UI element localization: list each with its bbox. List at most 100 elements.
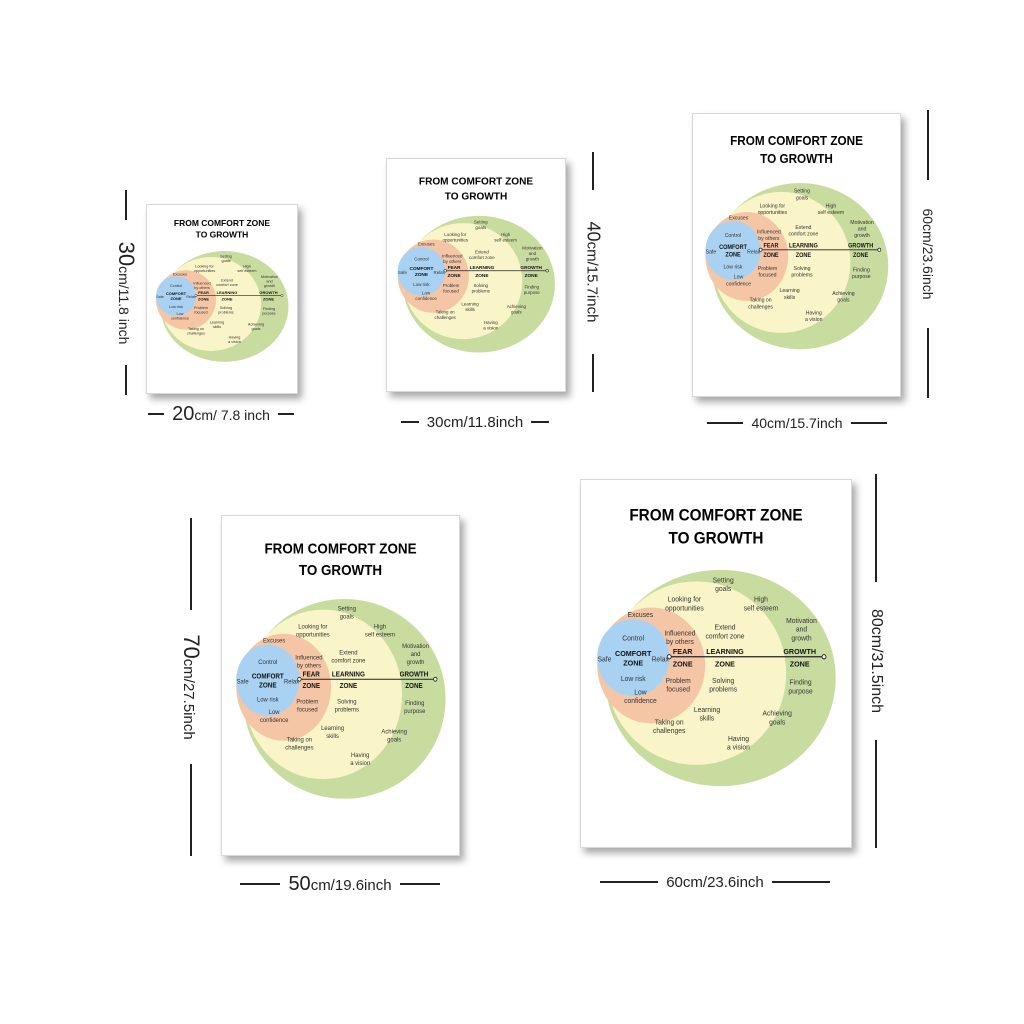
fear-item-influenced-1: Influenced <box>664 630 695 637</box>
growth-item-high-1: High <box>374 623 387 630</box>
fear-item-problem-2: focused <box>194 310 207 314</box>
poster-graphic: FROM COMFORT ZONE TO GROWTH Control COMF… <box>397 177 555 353</box>
poster-title-line1: FROM COMFORT ZONE <box>419 177 533 188</box>
fear-zone-label-1: FEAR <box>448 265 461 271</box>
poster-graphic: FROM COMFORT ZONE TO GROWTH Control COMF… <box>597 507 836 787</box>
growth-item-having-1: Having <box>806 310 822 316</box>
fear-item-excuses: Excuses <box>263 637 285 644</box>
learning-zone-label-1: LEARNING <box>789 243 818 249</box>
learning-item-looking-1: Looking for <box>668 597 702 604</box>
growth-item-motivation-2: and <box>266 280 272 284</box>
poster-size-60x80: FROM COMFORT ZONE TO GROWTH Control COMF… <box>580 479 852 848</box>
fear-item-excuses: Excuses <box>729 215 749 221</box>
learning-zone-label-1: LEARNING <box>470 265 495 271</box>
growth-item-achieving-1: Achieving <box>248 323 264 327</box>
growth-item-finding-1: Finding <box>524 284 539 289</box>
comfort-item-low-risk: Low risk <box>621 676 646 683</box>
learning-item-looking-2: opportunities <box>758 210 788 216</box>
fear-item-problem-1: Problem <box>194 306 208 310</box>
comfort-zone-label-1: COMFORT <box>615 649 652 658</box>
comfort-zone-area <box>156 276 196 316</box>
growth-zone-label-1: GROWTH <box>520 265 542 271</box>
height-rest: 80cm/31.5inch <box>868 608 885 714</box>
growth-item-achieving-1: Achieving <box>763 710 792 717</box>
learning-item-learning-2: skills <box>465 307 475 312</box>
learning-item-solving-1: Solving <box>712 678 734 685</box>
learning-item-learning-1: Learning <box>694 707 720 714</box>
height-dimension-40: 40cm/15.7inch <box>580 152 606 392</box>
growth-item-high-1: High <box>754 597 768 604</box>
growth-item-motivation-2: and <box>411 651 421 658</box>
growth-item-high-2: self esteem <box>365 631 395 638</box>
learning-item-taking-2: challenges <box>435 315 457 320</box>
width-rest: cm/19.6inch <box>310 876 392 894</box>
learning-item-solving-1: Solving <box>794 266 811 272</box>
learning-item-learning-1: Learning <box>461 301 479 306</box>
growth-item-motivation-1: Motivation <box>786 618 817 625</box>
comfort-item-control: Control <box>170 284 182 288</box>
poster-title-line1: FROM COMFORT ZONE <box>174 218 270 228</box>
growth-item-having-1: Having <box>351 752 370 759</box>
arrow-start-dot <box>758 247 763 252</box>
growth-item-finding-1: Finding <box>790 680 812 687</box>
fear-item-low-1: Low <box>269 709 280 716</box>
fear-item-problem-1: Problem <box>758 266 778 272</box>
learning-item-looking-1: Looking for <box>298 623 327 630</box>
fear-zone-label-1: FEAR <box>198 290 209 295</box>
height-dimension-80: 80cm/31.5inch <box>862 474 890 848</box>
growth-item-setting-1: Setting <box>794 189 810 195</box>
fear-item-influenced-2: by others <box>666 639 694 646</box>
width-dimension-40: 40cm/15.7inch <box>694 412 900 434</box>
learning-item-learning-1: Learning <box>321 725 344 732</box>
fear-item-problem-2: focused <box>297 706 318 713</box>
learning-item-taking-1: Taking on <box>750 298 772 304</box>
growth-item-setting-2: goals <box>715 586 732 593</box>
learning-item-looking-2: opportunities <box>443 237 469 242</box>
height-dimension-30: 30cm/11.8 inch <box>112 190 140 395</box>
comfort-item-low-risk: Low risk <box>169 305 183 309</box>
width-rest: 60cm/23.6inch <box>666 873 764 891</box>
poster-size-20x30: FROM COMFORT ZONE TO GROWTH Control COMF… <box>146 204 298 394</box>
learning-item-looking-1: Looking for <box>195 264 214 268</box>
fear-item-influenced-1: Influenced <box>295 654 323 661</box>
fear-item-influenced-1: Influenced <box>442 253 463 258</box>
growth-item-finding-2: purpose <box>788 688 812 695</box>
comfort-zone-label-2: ZONE <box>725 252 740 258</box>
growth-item-finding-1: Finding <box>263 307 275 311</box>
learning-item-extend-2: comfort zone <box>469 255 495 260</box>
growth-item-high-2: self esteem <box>818 210 845 216</box>
growth-item-high-2: self esteem <box>494 237 517 242</box>
poster-title-line1: FROM COMFORT ZONE <box>730 134 863 148</box>
comfort-zone-label-1: COMFORT <box>409 266 433 272</box>
growth-item-motivation-1: Motivation <box>850 220 874 226</box>
comfort-item-safe: Safe <box>398 270 408 275</box>
growth-item-achieving-2: goals <box>769 719 786 726</box>
learning-zone-label-1: LEARNING <box>332 671 365 678</box>
comfort-item-safe: Safe <box>236 678 249 685</box>
growth-item-having-2: a vision <box>805 317 823 323</box>
learning-item-looking-1: Looking for <box>760 203 786 209</box>
fear-zone-label-1: FEAR <box>303 671 320 678</box>
fear-zone-label-1: FEAR <box>673 647 693 656</box>
comfort-item-relax: Relax <box>652 656 670 663</box>
learning-item-learning-2: skills <box>784 295 795 301</box>
fear-item-low-2: confidence <box>415 296 437 301</box>
growth-item-motivation-1: Motivation <box>522 245 543 250</box>
growth-item-having-2: a vision <box>727 744 750 751</box>
fear-item-problem-2: focused <box>666 686 690 693</box>
fear-item-excuses: Excuses <box>418 242 436 247</box>
arrow-start-dot <box>297 676 302 682</box>
growth-item-setting-1: Setting <box>474 220 488 225</box>
comfort-item-safe: Safe <box>706 249 717 255</box>
fear-zone-label-2: ZONE <box>447 273 461 279</box>
fear-item-influenced-2: by others <box>194 286 210 290</box>
growth-item-high-1: High <box>243 264 251 268</box>
fear-item-low-2: confidence <box>726 281 751 287</box>
growth-item-high-2: self esteem <box>237 269 256 273</box>
learning-item-looking-1: Looking for <box>444 232 466 237</box>
growth-item-achieving-2: goals <box>837 298 850 304</box>
learning-item-extend-1: Extend <box>221 279 233 283</box>
height-dimension-60: 60cm/23.6inch <box>915 110 941 398</box>
fear-item-low-2: confidence <box>171 316 189 320</box>
growth-item-motivation-3: growth <box>264 284 275 288</box>
